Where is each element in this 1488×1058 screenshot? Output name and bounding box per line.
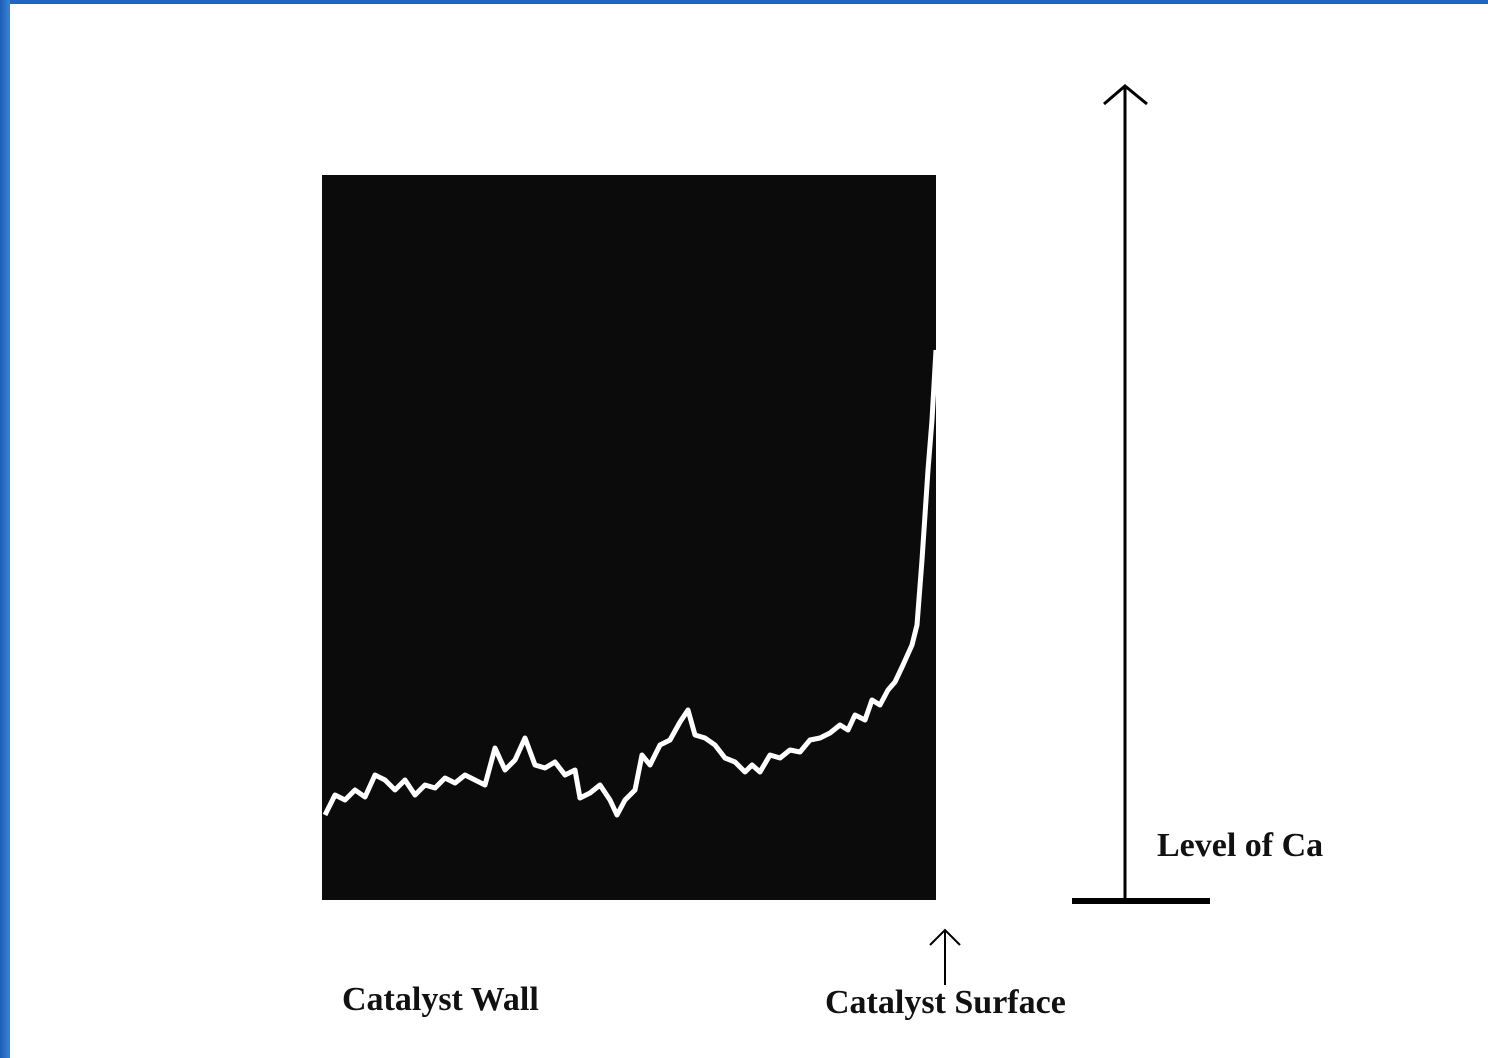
wall-label: Catalyst Wall: [342, 981, 539, 1018]
top-border: [0, 0, 1488, 4]
page: {"labels": {"catalyst_wall": "Catalyst W…: [0, 0, 1488, 1058]
level-label: Level of Ca: [1157, 827, 1323, 864]
surface-label: Catalyst Surface: [825, 984, 1066, 1021]
slide-canvas: Catalyst Wall Catalyst Surface Level of …: [0, 0, 1488, 1058]
left-border: [0, 0, 10, 1058]
slide: Catalyst Wall Catalyst Surface Level of …: [0, 0, 1488, 1058]
